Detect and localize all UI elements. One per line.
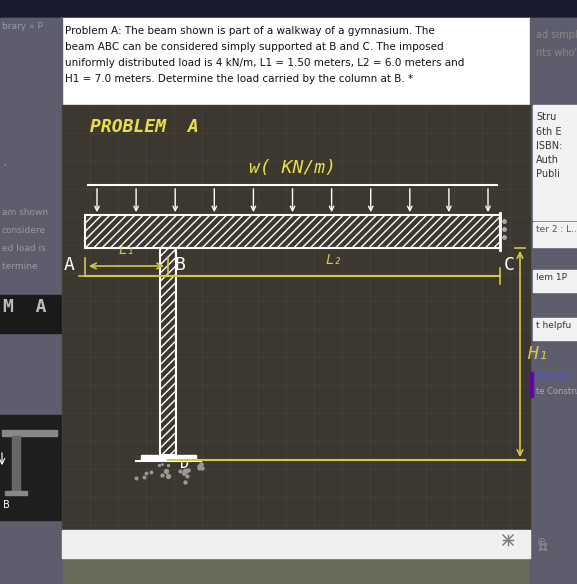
Bar (0, 0, 577, 18)
Text: C: C (504, 256, 515, 274)
Text: Auth: Auth (536, 155, 559, 165)
Bar (85, 215, 500, 248)
Text: H₁: H₁ (527, 345, 549, 363)
Text: w( KN/m): w( KN/m) (249, 159, 336, 177)
Text: ⊕: ⊕ (537, 537, 546, 547)
Text: Problem A: The beam shown is part of a walkway of a gymnasium. The: Problem A: The beam shown is part of a w… (65, 26, 434, 36)
Text: A: A (64, 256, 75, 274)
Bar (0, 415, 62, 520)
Bar (60, 18, 530, 105)
Text: .: . (2, 155, 6, 169)
Bar (0, 555, 577, 584)
Bar (2, 430, 57, 436)
Text: te Constru: te Constru (536, 387, 577, 396)
Text: ad simply: ad simply (536, 30, 577, 40)
Bar (160, 248, 176, 455)
Bar (533, 105, 577, 220)
Bar (533, 318, 577, 340)
Bar (533, 222, 577, 247)
Bar (62, 530, 530, 558)
Text: brary » P: brary » P (2, 22, 43, 31)
Text: H1 = 7.0 meters. Determine the load carried by the column at B. *: H1 = 7.0 meters. Determine the load carr… (65, 74, 413, 84)
Text: lem 1P: lem 1P (536, 273, 567, 282)
Text: ISBN:: ISBN: (536, 141, 563, 151)
Text: considere: considere (2, 226, 46, 235)
Text: Publi: Publi (536, 169, 560, 179)
Text: ore abo: ore abo (536, 372, 570, 381)
Text: B: B (174, 256, 185, 274)
Bar (530, 372, 533, 397)
Text: L₂: L₂ (325, 253, 342, 267)
Text: PROBLEM  A: PROBLEM A (90, 118, 198, 136)
Text: t helpfu: t helpfu (536, 321, 571, 330)
Text: beam ABC can be considered simply supported at B and C. The imposed: beam ABC can be considered simply suppor… (65, 42, 444, 52)
Text: M  A: M A (3, 298, 47, 316)
Bar (160, 248, 176, 455)
Text: uniformly distributed load is 4 kN/m, L1 = 1.50 meters, L2 = 6.0 meters and: uniformly distributed load is 4 kN/m, L1… (65, 58, 464, 68)
Text: B: B (3, 500, 10, 510)
Text: 6th E: 6th E (536, 127, 561, 137)
Bar (85, 215, 500, 248)
Text: ter 2 : L...: ter 2 : L... (536, 225, 577, 234)
Text: L₁: L₁ (118, 243, 135, 257)
Bar (533, 370, 577, 385)
Bar (0, 295, 62, 333)
Bar (533, 270, 577, 292)
Bar (5, 491, 27, 495)
Bar (62, 105, 530, 530)
Text: D: D (180, 456, 189, 471)
Text: nts who'v: nts who'v (536, 48, 577, 58)
Text: ed load is: ed load is (2, 244, 46, 253)
Bar (530, 18, 577, 584)
Bar (12, 436, 20, 491)
Text: am shown: am shown (2, 208, 48, 217)
Bar (141, 455, 196, 460)
Bar (0, 18, 62, 584)
Text: termine: termine (2, 262, 40, 271)
Text: Stru: Stru (536, 112, 556, 122)
